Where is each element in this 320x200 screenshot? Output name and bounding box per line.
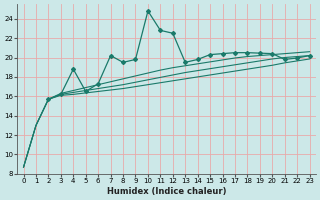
X-axis label: Humidex (Indice chaleur): Humidex (Indice chaleur)	[107, 187, 226, 196]
